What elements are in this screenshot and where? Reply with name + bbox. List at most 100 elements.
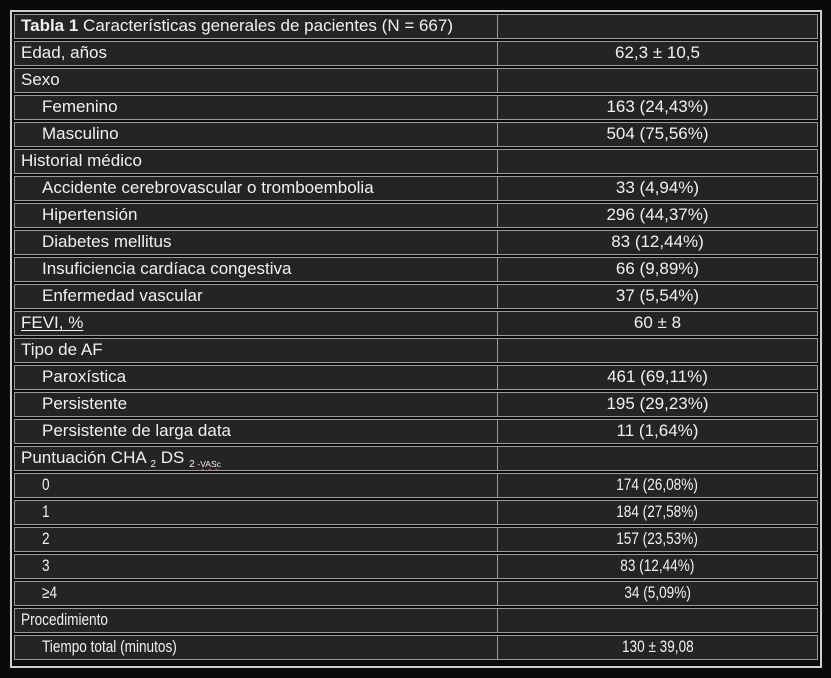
row-label-cell: 3 xyxy=(15,555,498,578)
row-label-cell: 0 xyxy=(15,474,498,497)
table-row: ≥4 34 (5,09%) xyxy=(14,581,818,606)
row-value-cell xyxy=(498,609,817,632)
row-label-cell: Hipertensión xyxy=(15,204,498,227)
row-label-cell: Tiempo total (minutos) xyxy=(15,636,498,659)
row-value: 504 (75,56%) xyxy=(606,124,709,143)
row-label-cell: Femenino xyxy=(15,96,498,119)
row-value: 174 (26,08%) xyxy=(616,475,699,494)
row-label-cell: ≥4 xyxy=(15,582,498,605)
label-segment: DS xyxy=(156,448,190,467)
table-row: Diabetes mellitus 83 (12,44%) xyxy=(14,230,818,255)
row-value-cell: 60 ± 8 xyxy=(498,312,817,335)
row-value-cell: 130 ± 39,08 xyxy=(498,636,817,659)
label-segment: 2 xyxy=(150,459,157,470)
table-row: Enfermedad vascular 37 (5,54%) xyxy=(14,284,818,309)
row-label-cell: Sexo xyxy=(15,69,498,92)
table-row: Paroxística 461 (69,11%) xyxy=(14,365,818,390)
table-title: Tabla 1 Características generales de pac… xyxy=(21,15,453,37)
table-row: Hipertensión 296 (44,37%) xyxy=(14,203,818,228)
row-value: 11 (1,64%) xyxy=(616,421,699,440)
row-label: Persistente xyxy=(42,394,128,413)
row-label: 1 xyxy=(42,502,50,521)
row-label: Masculino xyxy=(42,124,119,143)
row-value: 130 ± 39,08 xyxy=(621,637,694,656)
row-label: Paroxística xyxy=(42,367,127,386)
row-label: Edad, años xyxy=(21,43,108,62)
table-rows: Edad, años 62,3 ± 10,5 Sexo Femenino 163 (24… xyxy=(14,41,818,660)
row-label-cell: Historial médico xyxy=(15,150,498,173)
row-label: Diabetes mellitus xyxy=(42,232,172,251)
row-label-cell: Edad, años xyxy=(15,42,498,65)
row-label-cell: Procedimiento xyxy=(15,609,498,632)
row-label: ≥4 xyxy=(42,583,58,602)
row-label-cell: Persistente xyxy=(15,393,498,416)
row-value-cell: 34 (5,09%) xyxy=(498,582,817,605)
row-value: 83 (12,44%) xyxy=(611,232,704,251)
label-segment: Puntuación CHA xyxy=(21,448,151,467)
row-value: 62,3 ± 10,5 xyxy=(615,43,700,62)
table-row: Persistente de larga data 11 (1,64%) xyxy=(14,419,818,444)
row-value: 60 ± 8 xyxy=(633,313,682,332)
table-row: Procedimiento xyxy=(14,608,818,633)
row-value-cell: 296 (44,37%) xyxy=(498,204,817,227)
row-label-cell: 1 xyxy=(15,501,498,524)
row-value: 66 (9,89%) xyxy=(615,259,700,278)
row-label: Persistente de larga data xyxy=(42,421,232,440)
table-row: Masculino 504 (75,56%) xyxy=(14,122,818,147)
table-row: 2 157 (23,53%) xyxy=(14,527,818,552)
table-title-rest: Características generales de pacientes (… xyxy=(78,16,453,35)
row-value-cell xyxy=(498,339,817,362)
table-row: Tiempo total (minutos) 130 ± 39,08 xyxy=(14,635,818,660)
row-label: Insuficiencia cardíaca congestiva xyxy=(42,259,292,278)
table-row: Sexo xyxy=(14,68,818,93)
row-label: Tiempo total (minutos) xyxy=(42,637,177,656)
row-label: 0 xyxy=(42,475,50,494)
row-value-cell: 163 (24,43%) xyxy=(498,96,817,119)
row-value-cell: 83 (12,44%) xyxy=(498,555,817,578)
table-row: Edad, años 62,3 ± 10,5 xyxy=(14,41,818,66)
row-label-cell: Persistente de larga data xyxy=(15,420,498,443)
row-value-cell: 33 (4,94%) xyxy=(498,177,817,200)
table-row: Tipo de AF xyxy=(14,338,818,363)
table-row: Femenino 163 (24,43%) xyxy=(14,95,818,120)
row-value-cell: 174 (26,08%) xyxy=(498,474,817,497)
table-row: Puntuación CHA 2 DS 2 -VASc xyxy=(14,446,818,471)
row-label: FEVI, % xyxy=(21,313,84,332)
row-value: 83 (12,44%) xyxy=(620,556,695,575)
row-label-cell: Insuficiencia cardíaca congestiva xyxy=(15,258,498,281)
row-label-cell: Puntuación CHA 2 DS 2 -VASc xyxy=(15,447,498,470)
row-value-cell: 83 (12,44%) xyxy=(498,231,817,254)
row-label: Femenino xyxy=(42,97,118,116)
row-label: Hipertensión xyxy=(42,205,138,224)
row-label-cell: Tipo de AF xyxy=(15,339,498,362)
row-label: 3 xyxy=(42,556,50,575)
row-value-cell xyxy=(498,150,817,173)
table-row: Persistente 195 (29,23%) xyxy=(14,392,818,417)
row-value: 34 (5,09%) xyxy=(624,583,691,602)
row-label: Tipo de AF xyxy=(21,340,103,359)
row-label: Historial médico xyxy=(21,151,142,170)
row-value: 296 (44,37%) xyxy=(606,205,709,224)
row-value-cell: 157 (23,53%) xyxy=(498,528,817,551)
row-label-cell: Accidente cerebrovascular o tromboemboli… xyxy=(15,177,498,200)
table-row: 3 83 (12,44%) xyxy=(14,554,818,579)
row-label: Enfermedad vascular xyxy=(42,286,203,305)
row-value-cell: 62,3 ± 10,5 xyxy=(498,42,817,65)
row-label-cell: 2 xyxy=(15,528,498,551)
row-value-cell: 37 (5,54%) xyxy=(498,285,817,308)
row-value-cell xyxy=(498,447,817,470)
table-title-bold: Tabla 1 xyxy=(21,16,79,35)
table-header-row: Tabla 1 Características generales de pac… xyxy=(14,14,818,39)
table-row: 0 174 (26,08%) xyxy=(14,473,818,498)
row-label: Accidente cerebrovascular o tromboemboli… xyxy=(42,178,374,197)
row-value-cell: 66 (9,89%) xyxy=(498,258,817,281)
row-label-cell: FEVI, % xyxy=(15,312,498,335)
row-value-cell: 504 (75,56%) xyxy=(498,123,817,146)
row-value: 461 (69,11%) xyxy=(607,367,708,386)
row-value-cell: 195 (29,23%) xyxy=(498,393,817,416)
row-label: Procedimiento xyxy=(21,610,108,629)
row-value: 37 (5,54%) xyxy=(615,286,700,305)
table-row: FEVI, % 60 ± 8 xyxy=(14,311,818,336)
table-row: Insuficiencia cardíaca congestiva 66 (9,8… xyxy=(14,257,818,282)
